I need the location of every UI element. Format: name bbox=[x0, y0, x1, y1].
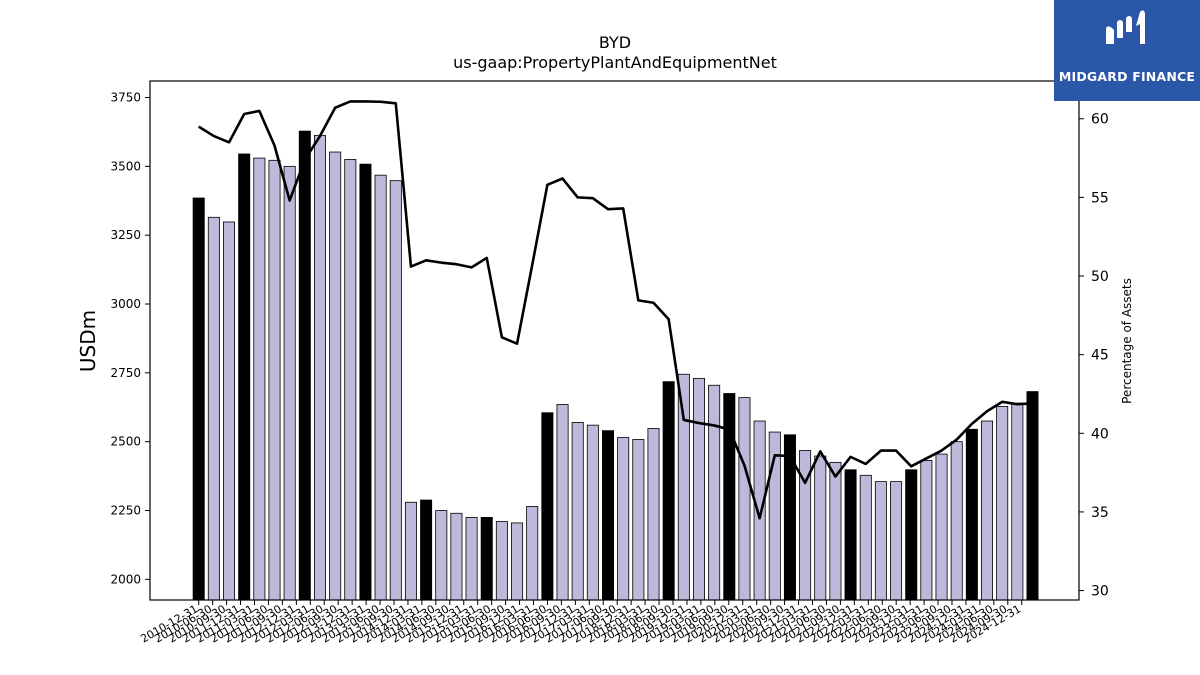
chart-subtitle: us-gaap:PropertyPlantAndEquipmentNet bbox=[453, 53, 777, 72]
bar bbox=[389, 180, 402, 601]
bar bbox=[677, 373, 690, 601]
bar bbox=[935, 453, 948, 601]
logo-mark-icon bbox=[1106, 10, 1145, 44]
bar bbox=[298, 130, 311, 601]
y2-tick-label: 55 bbox=[1091, 190, 1109, 206]
y2-tick-label: 40 bbox=[1091, 426, 1109, 442]
bar bbox=[313, 135, 326, 601]
bar bbox=[359, 163, 372, 601]
bar bbox=[268, 159, 281, 601]
bar bbox=[859, 474, 872, 601]
bar bbox=[996, 406, 1009, 601]
bar bbox=[556, 404, 569, 601]
y-axis-right: 30 35 40 45 50 55 60 bbox=[1079, 112, 1109, 600]
chart-title: BYD bbox=[599, 33, 631, 52]
y-tick-label: 3250 bbox=[110, 228, 141, 242]
bar bbox=[981, 420, 994, 601]
series-line bbox=[198, 100, 1033, 520]
bar bbox=[617, 437, 630, 601]
y2-axis-label: Percentage of Assets bbox=[1120, 278, 1134, 404]
bar bbox=[814, 455, 827, 601]
bar bbox=[450, 512, 463, 601]
bar bbox=[238, 153, 251, 601]
bar bbox=[890, 481, 903, 601]
bar bbox=[329, 151, 342, 601]
y-tick-label: 2250 bbox=[110, 504, 141, 518]
bar bbox=[207, 216, 220, 601]
y2-tick-label: 60 bbox=[1091, 112, 1109, 128]
x-axis: 2010-12-312010-06-302010-09-302011-12-31… bbox=[138, 600, 1023, 646]
bar bbox=[738, 397, 751, 601]
line-layer bbox=[198, 100, 1033, 520]
bar bbox=[783, 434, 796, 601]
y-tick-label: 3000 bbox=[110, 297, 141, 311]
y-tick-label: 2000 bbox=[110, 572, 141, 586]
bar bbox=[920, 460, 933, 601]
bar bbox=[223, 221, 236, 601]
bar bbox=[844, 469, 857, 601]
y2-tick-label: 30 bbox=[1091, 584, 1109, 600]
bar bbox=[708, 384, 721, 601]
y-axis-left: 2000 2250 2500 2750 3000 3250 3500 3750 bbox=[110, 91, 150, 586]
bar bbox=[647, 428, 660, 601]
bar bbox=[344, 159, 357, 601]
bar bbox=[253, 157, 266, 601]
bar bbox=[1011, 402, 1024, 601]
bar bbox=[404, 501, 417, 601]
y-tick-label: 2750 bbox=[110, 366, 141, 380]
logo-text: MIDGARD FINANCE bbox=[1058, 69, 1196, 84]
y-axis-label: USDm bbox=[76, 310, 100, 372]
bar bbox=[692, 377, 705, 601]
bar bbox=[420, 499, 433, 601]
y2-tick-label: 45 bbox=[1091, 348, 1109, 364]
bar bbox=[465, 517, 478, 601]
bar bbox=[753, 420, 766, 601]
midgard-finance-logo: MIDGARD FINANCE bbox=[1054, 0, 1200, 101]
bar bbox=[480, 517, 493, 601]
bar bbox=[192, 197, 205, 601]
y-tick-label: 3500 bbox=[110, 159, 141, 173]
plot-frame bbox=[149, 80, 1080, 601]
bar bbox=[905, 469, 918, 601]
bar bbox=[374, 174, 387, 601]
bar bbox=[829, 461, 842, 601]
bar bbox=[874, 481, 887, 601]
bar bbox=[526, 505, 539, 601]
y2-tick-label: 35 bbox=[1091, 505, 1109, 521]
bar bbox=[435, 510, 448, 601]
bar bbox=[965, 428, 978, 601]
bar bbox=[602, 430, 615, 601]
bar bbox=[632, 439, 645, 601]
bar bbox=[571, 422, 584, 601]
bar bbox=[541, 412, 554, 601]
bar bbox=[586, 424, 599, 601]
y-tick-label: 2500 bbox=[110, 435, 141, 449]
bar bbox=[283, 165, 296, 601]
y2-tick-label: 50 bbox=[1091, 269, 1109, 285]
bar bbox=[662, 381, 675, 601]
bar bbox=[495, 521, 508, 601]
bar bbox=[723, 393, 736, 601]
bar bbox=[950, 441, 963, 601]
bars-layer bbox=[192, 130, 1039, 601]
bar bbox=[1026, 391, 1039, 601]
bar bbox=[511, 522, 524, 601]
y-tick-label: 3750 bbox=[110, 91, 141, 105]
